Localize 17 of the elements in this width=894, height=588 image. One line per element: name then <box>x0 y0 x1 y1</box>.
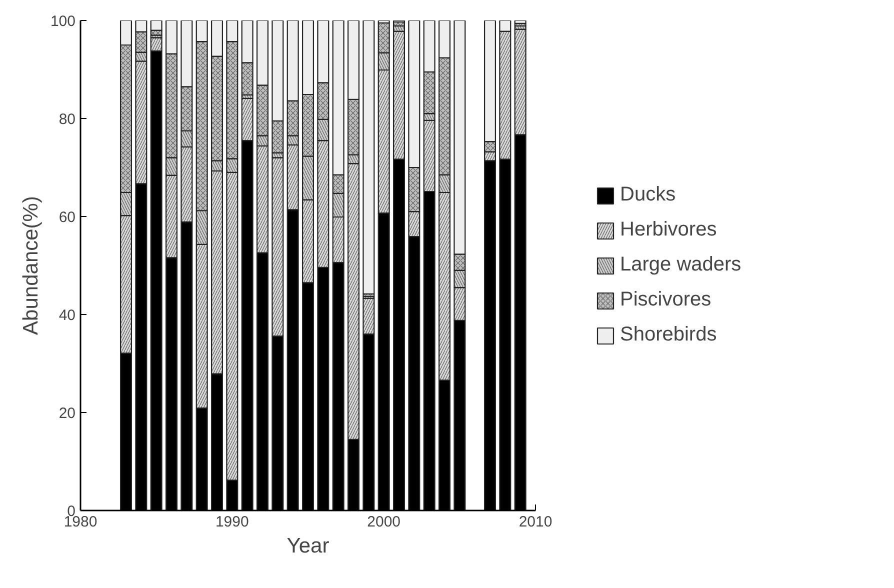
bar <box>514 20 526 24</box>
x-axis-title: Year <box>286 534 330 558</box>
x-tick-label: 1990 <box>215 514 249 530</box>
y-tick-label: 20 <box>58 405 76 422</box>
legend-label: Piscivores <box>620 288 712 312</box>
legend-label: Ducks <box>620 184 676 206</box>
y-tick-label: 80 <box>58 111 76 128</box>
bar <box>362 20 375 294</box>
legend-label: Shorebirds <box>620 324 717 346</box>
legend-label: Herbivores <box>620 218 717 242</box>
x-tick-label: 2000 <box>367 514 401 530</box>
legend-label: Large waders <box>620 254 742 276</box>
y-tick-label: 60 <box>58 209 76 226</box>
y-tick-label: 40 <box>58 307 76 324</box>
y-tick-label: 100 <box>50 13 76 30</box>
y-axis-title: Abundance(%) <box>19 196 42 335</box>
x-tick-label: 2010 <box>518 514 552 530</box>
